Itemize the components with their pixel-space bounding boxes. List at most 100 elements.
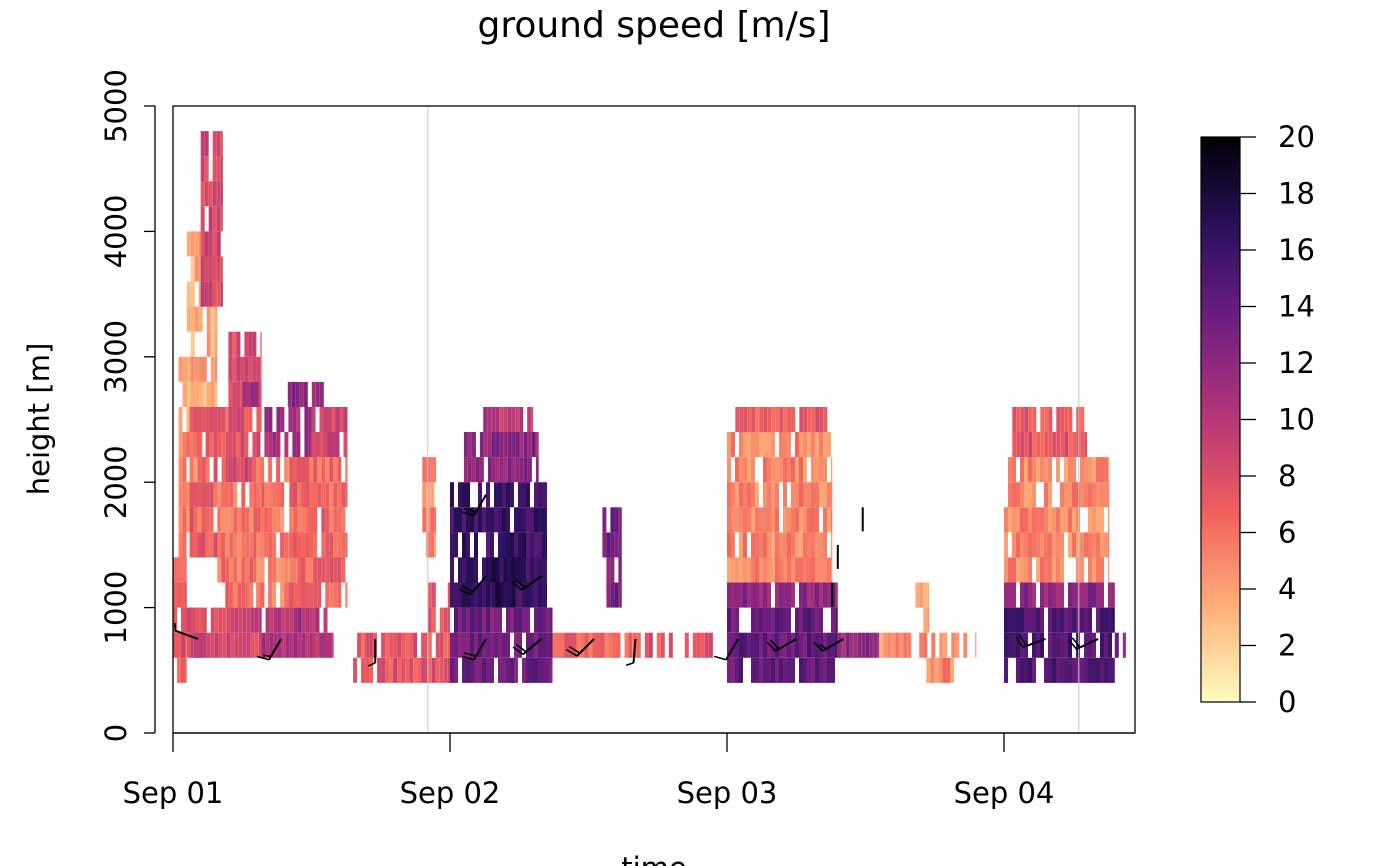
heatmap-cell	[743, 457, 747, 483]
heatmap-cell	[610, 532, 615, 558]
heatmap-cell	[841, 632, 846, 658]
heatmap-cell	[731, 532, 735, 558]
heatmap-cell	[495, 407, 500, 433]
heatmap-cell	[739, 532, 743, 558]
heatmap-cell	[775, 657, 779, 683]
heatmap-cell	[727, 532, 731, 558]
heatmap-cell	[743, 632, 747, 658]
heatmap-cell	[735, 582, 739, 608]
heatmap-cell	[225, 557, 230, 583]
heatmap-cell	[538, 507, 542, 533]
heatmap-cell	[204, 156, 209, 182]
heatmap-cell	[534, 482, 538, 508]
heatmap-cell	[616, 632, 621, 658]
heatmap-cell	[185, 657, 187, 683]
heatmap-cell	[534, 657, 538, 683]
heatmap-cell	[210, 306, 215, 332]
heatmap-cell	[209, 507, 214, 533]
heatmap-cell	[323, 607, 328, 633]
heatmap-cell	[232, 331, 237, 357]
heatmap-cell	[1056, 657, 1060, 683]
heatmap-cell	[767, 607, 771, 633]
heatmap-cell	[466, 657, 470, 683]
heatmap-cell	[1052, 582, 1056, 608]
heatmap-cell	[234, 632, 239, 658]
heatmap-cell	[763, 607, 767, 633]
heatmap-cell	[181, 582, 185, 608]
heatmap-cell	[181, 657, 185, 683]
heatmap-cell	[190, 607, 195, 633]
heatmap-cell	[799, 432, 803, 458]
heatmap-cell	[333, 482, 338, 508]
heatmap-cell	[272, 507, 277, 533]
heatmap-cell	[1044, 507, 1048, 533]
heatmap-cell	[1104, 657, 1108, 683]
heatmap-cell	[313, 507, 318, 533]
heatmap-cell	[217, 532, 222, 558]
heatmap-cell	[791, 407, 796, 433]
heatmap-cell	[1048, 607, 1052, 633]
heatmap-cell	[795, 457, 799, 483]
heatmap-cell	[291, 381, 296, 407]
heatmap-cell	[186, 381, 191, 407]
heatmap-cell	[198, 356, 203, 382]
heatmap-cell	[221, 507, 226, 533]
heatmap-cell	[458, 632, 462, 658]
heatmap-cell	[1076, 482, 1080, 508]
heatmap-cell	[222, 632, 227, 658]
heatmap-cell	[339, 407, 344, 433]
heatmap-cell	[478, 507, 482, 533]
heatmap-cell	[185, 582, 187, 608]
heatmap-cell	[439, 657, 444, 683]
y-tick-label: 0	[99, 724, 133, 742]
heatmap-cell	[779, 657, 783, 683]
heatmap-cell	[1024, 557, 1028, 583]
heatmap-cell	[1068, 607, 1072, 633]
heatmap-cell	[873, 632, 878, 658]
heatmap-cell	[194, 256, 199, 282]
heatmap-cell	[1004, 582, 1008, 608]
heatmap-cell	[232, 381, 237, 407]
heatmap-cell	[450, 482, 454, 508]
heatmap-cell	[542, 532, 546, 558]
heatmap-cell	[755, 482, 759, 508]
colorbar-tick-label: 14	[1278, 290, 1315, 324]
heatmap-cell	[727, 557, 731, 583]
heatmap-cell	[281, 607, 286, 633]
heatmap-cell	[546, 557, 547, 583]
heatmap-cell	[284, 582, 289, 608]
heatmap-cell	[1100, 457, 1104, 483]
heatmap-cell	[256, 432, 261, 458]
heatmap-cell	[899, 632, 904, 658]
heatmap-cell	[1024, 657, 1028, 683]
heatmap-cell	[209, 407, 214, 433]
heatmap-cell	[751, 407, 756, 433]
heatmap-cell	[297, 557, 302, 583]
heatmap-cell	[1016, 657, 1020, 683]
heatmap-cell	[530, 632, 534, 658]
heatmap-cell	[197, 482, 202, 508]
heatmap-cell	[254, 381, 259, 407]
heatmap-cell	[735, 482, 739, 508]
heatmap-cell	[1088, 457, 1092, 483]
heatmap-cell	[201, 507, 206, 533]
heatmap-cell	[245, 507, 250, 533]
heatmap-cell	[546, 507, 547, 533]
heatmap-cell	[1080, 582, 1084, 608]
heatmap-cell	[708, 632, 713, 658]
heatmap-cell	[430, 457, 435, 483]
heatmap-cell	[727, 632, 731, 658]
heatmap-cell	[771, 432, 775, 458]
heatmap-cell	[795, 482, 799, 508]
heatmap-cell	[182, 507, 187, 533]
heatmap-cell	[811, 582, 815, 608]
heatmap-cell	[1020, 557, 1024, 583]
heatmap-cell	[755, 632, 759, 658]
heatmap-cell	[353, 657, 358, 683]
heatmap-cell	[1100, 557, 1104, 583]
heatmap-cell	[253, 557, 258, 583]
heatmap-cell	[572, 632, 577, 658]
heatmap-cell	[515, 557, 520, 583]
heatmap-cell	[305, 607, 310, 633]
heatmap-cell	[495, 432, 500, 458]
